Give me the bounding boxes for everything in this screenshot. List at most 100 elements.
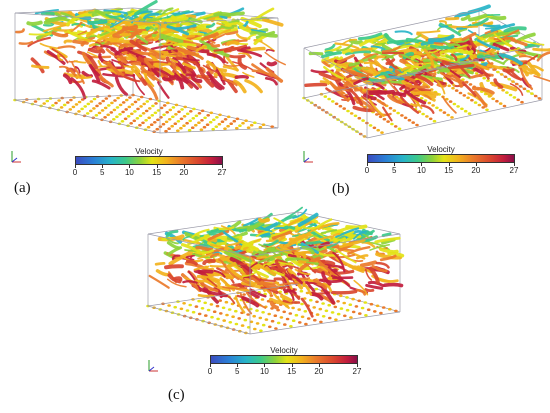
colorbar-tick-mark <box>475 163 477 166</box>
floor-marker <box>300 302 304 306</box>
floor-marker <box>164 129 168 133</box>
vortex-structure <box>91 79 111 90</box>
floor-marker <box>537 97 542 100</box>
floor-marker <box>458 91 463 95</box>
vortex-structure <box>348 264 365 273</box>
floor-marker <box>115 115 119 119</box>
floor-marker <box>182 115 187 118</box>
vortex-structure <box>296 237 308 246</box>
vortex-structure <box>141 34 161 43</box>
vortex-structure <box>132 74 145 96</box>
vortex-structure <box>410 103 420 107</box>
colorbar-tick-label: 10 <box>416 166 426 175</box>
vortex-structure <box>165 229 179 239</box>
vortex-structure <box>284 206 303 220</box>
floor-marker <box>330 311 335 314</box>
vortex-structure <box>213 12 231 17</box>
vortex-structure <box>480 69 491 77</box>
colorbar-tick-label: 15 <box>444 166 454 175</box>
vortex-structure <box>304 82 328 87</box>
vortex-structure <box>368 98 385 117</box>
vortex-structure <box>222 77 238 87</box>
vortex-structure <box>224 250 242 263</box>
vortex-structure <box>287 217 303 227</box>
floor-marker <box>327 303 331 307</box>
vortex-structure <box>471 86 495 95</box>
floor-marker <box>274 327 278 330</box>
floor-marker <box>289 325 293 328</box>
vortex-structure <box>73 60 87 64</box>
vortex-structure <box>405 37 421 44</box>
floor-marker <box>219 312 223 315</box>
floor-marker <box>343 314 347 318</box>
vortex-structure <box>297 256 321 272</box>
colorbar-tick-mark <box>318 364 320 367</box>
vortex-structure <box>447 63 475 70</box>
axes-triad-a <box>8 148 24 166</box>
vortex-structure <box>196 249 215 255</box>
vortex-structure <box>493 36 514 41</box>
vortex-structure <box>318 71 342 82</box>
floor-marker <box>156 109 161 112</box>
floor-marker <box>179 117 184 121</box>
colorbar-tick-mark <box>129 165 131 168</box>
floor-marker <box>203 116 207 120</box>
vortex-structure <box>283 289 297 295</box>
vortex-structure <box>146 17 161 24</box>
floor-marker <box>51 104 55 107</box>
floor-marker <box>197 121 201 124</box>
vortex-structure <box>128 53 137 61</box>
vortex-structure <box>209 244 231 251</box>
colorbar-tick-label: 5 <box>391 166 397 175</box>
vortex-structure <box>180 273 202 292</box>
floor-marker <box>495 99 499 103</box>
floor-marker <box>303 310 308 313</box>
vortex-structure <box>342 80 359 90</box>
vortex-structure <box>420 40 445 46</box>
floor-marker <box>216 317 220 321</box>
floor-marker <box>368 124 373 127</box>
vortex-structure <box>381 45 401 53</box>
vortex-structure <box>375 42 386 45</box>
vortex-structure <box>131 10 153 18</box>
vortex-structure <box>237 57 248 70</box>
floor-marker <box>512 96 517 99</box>
vortex-structure <box>121 33 132 37</box>
axes-triad-b <box>300 148 316 166</box>
vortex-structure <box>536 51 550 62</box>
vortex-structure <box>361 67 376 71</box>
floor-marker <box>285 317 290 321</box>
box-edge <box>303 59 480 99</box>
vortex-structure <box>224 21 239 27</box>
floor-marker <box>167 127 171 130</box>
colorbar-tick-label: 10 <box>124 168 134 177</box>
floor-marker <box>486 79 490 82</box>
floor-marker <box>156 118 160 122</box>
floor-marker <box>481 106 485 109</box>
floor-marker <box>113 99 117 102</box>
vortex-structure <box>185 254 195 259</box>
vortex-structure <box>155 269 172 277</box>
vortex-structure <box>187 44 199 51</box>
floor-marker <box>133 100 138 104</box>
vortex-structure <box>182 62 196 70</box>
vortex-structure <box>292 208 308 219</box>
vortex-structure <box>387 93 403 105</box>
vortex-structure <box>74 66 81 74</box>
vortex-structure <box>268 239 279 246</box>
colorbar-tick-mark <box>183 165 185 168</box>
floor-marker <box>218 113 222 117</box>
floor-marker <box>242 293 246 296</box>
floor-marker <box>448 100 453 103</box>
floor-marker <box>121 110 125 114</box>
box-edge <box>159 127 279 134</box>
vortex-structure <box>352 105 375 113</box>
floor-marker <box>162 104 167 107</box>
floor-marker <box>360 306 365 310</box>
vortex-structure <box>171 63 179 74</box>
floor-marker <box>446 113 450 117</box>
floor-marker <box>138 123 142 127</box>
panel-b-visualization <box>292 4 550 148</box>
vortex-structure <box>95 41 104 47</box>
vortex-structure <box>309 291 324 301</box>
